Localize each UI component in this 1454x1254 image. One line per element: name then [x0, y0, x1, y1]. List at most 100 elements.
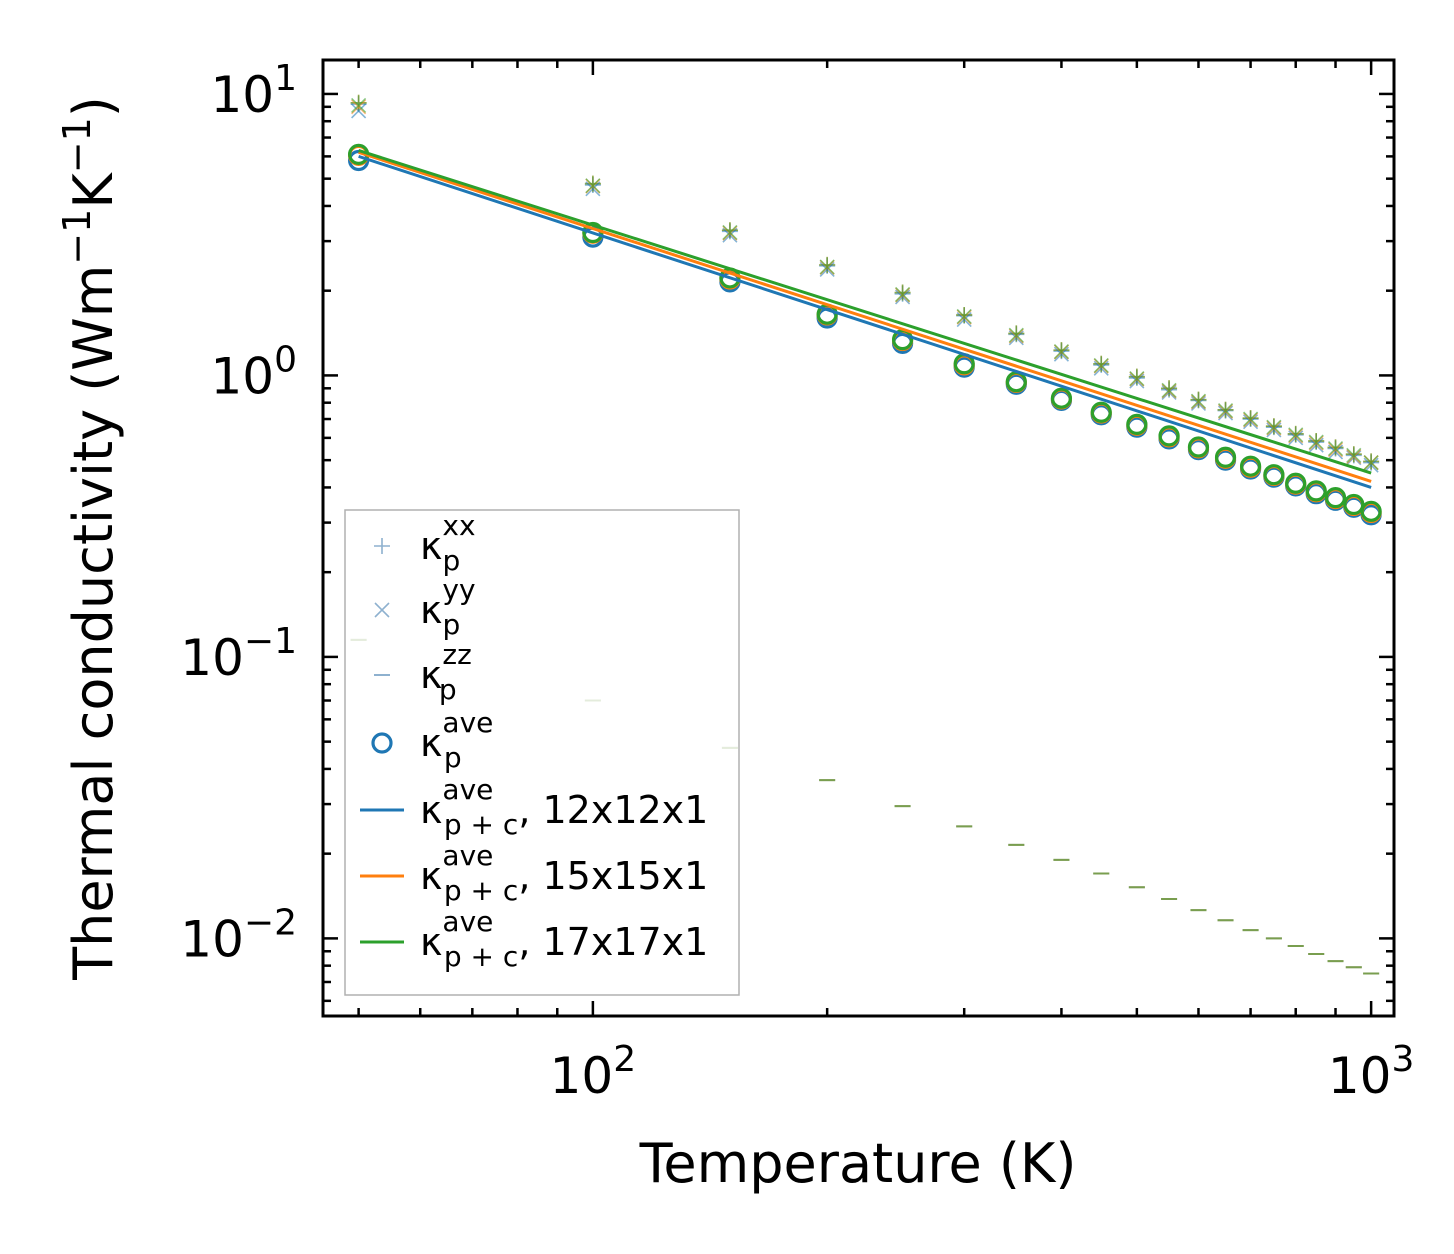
point-kyy: [351, 103, 367, 119]
point-kxx: [1053, 342, 1070, 359]
point-kyy: [351, 97, 367, 114]
point-kyy: [1346, 447, 1362, 463]
point-kyy: [1129, 370, 1145, 387]
x-tick-label: 103: [1328, 1039, 1415, 1105]
tick-labels: 102 103 101 100 10−1 10−2: [180, 58, 1414, 1105]
point-kave: [1305, 480, 1327, 502]
point-kyy: [351, 99, 367, 115]
y-tick-label: 10−2: [180, 902, 297, 968]
point-kyy: [819, 259, 835, 275]
point-kyy: [1266, 419, 1282, 435]
y-axis-label-mid: K: [62, 172, 125, 209]
point-kyy: [1093, 360, 1109, 376]
point-kave: [1263, 464, 1285, 486]
point-kyy: [956, 308, 972, 325]
series-kpc_17: [358, 148, 1372, 475]
legend-label: κxx p: [420, 509, 476, 577]
point-kyy: [1093, 357, 1109, 374]
point-kave: [1239, 455, 1262, 477]
legend-entry: κave p: [371, 706, 493, 774]
series-kpc_15: [358, 150, 1372, 483]
legend-label: κyy p: [420, 573, 476, 641]
point-kyy: [1008, 330, 1024, 346]
point-kyy: [1190, 395, 1207, 412]
point-kyy: [1308, 434, 1324, 450]
y-tick-label: 10−1: [180, 621, 297, 687]
series-kpc_12: [358, 154, 1372, 489]
point-kyy: [1053, 346, 1070, 362]
legend-entry: κave p + c, 17x17x1: [360, 905, 708, 973]
legend-label: κave p + c, 12x12x1: [420, 773, 708, 841]
legend-marker-swatch: [371, 732, 393, 754]
legend-label: κave p + c, 15x15x1: [420, 839, 708, 907]
legend-label: κave p + c, 17x17x1: [420, 905, 708, 973]
point-kxx: [1008, 325, 1025, 342]
point-kyy: [585, 178, 601, 194]
point-kyy: [722, 227, 738, 243]
y-axis-label-close: ): [62, 96, 125, 117]
x-tick-label: 102: [550, 1039, 637, 1105]
legend-entry: κzz p: [374, 638, 472, 706]
point-kyy: [1129, 373, 1145, 389]
legend-label: κave p: [420, 706, 493, 774]
y-tick-label: 100: [210, 339, 297, 405]
series-kave: [348, 143, 1382, 526]
y-axis-label-exp2: −1: [55, 117, 99, 173]
point-kyy: [1161, 382, 1177, 398]
legend-entry: κxx p: [374, 509, 476, 577]
plot-frame: [321, 58, 1396, 1018]
point-kyy: [895, 286, 911, 302]
legend-entry: κave p + c, 12x12x1: [360, 773, 708, 841]
point-kxx: [894, 284, 911, 301]
point-kyy: [1327, 444, 1344, 460]
point-kave: [1324, 487, 1347, 509]
point-kyy: [956, 311, 972, 328]
legend-box: [344, 509, 740, 996]
point-kave: [1214, 446, 1237, 468]
point-kyy: [1243, 411, 1259, 427]
legend-entry: κave p + c, 15x15x1: [360, 839, 708, 907]
point-kxx: [1128, 368, 1145, 385]
point-kxx: [1161, 380, 1178, 397]
y-tick-label: 101: [210, 58, 297, 124]
y-axis-label-exp1: −1: [55, 209, 99, 265]
point-kyy: [1288, 430, 1304, 446]
point-kyy: [1346, 450, 1362, 466]
fit-line-kpc_12: [358, 154, 1372, 489]
legend-entry: κyy p: [374, 573, 476, 641]
point-kyy: [1217, 405, 1234, 421]
point-kyy: [1243, 414, 1259, 430]
point-kyy: [585, 181, 601, 197]
point-kyy: [895, 289, 911, 305]
point-kyy: [1346, 448, 1362, 465]
legend-marker-swatch: [374, 538, 390, 554]
y-axis-label-text: Thermal conductivity (Wm: [62, 265, 125, 981]
point-kyy: [1363, 455, 1379, 471]
point-kyy: [1327, 440, 1344, 457]
point-kxx: [1363, 453, 1380, 470]
point-kave: [1343, 493, 1365, 516]
point-kxx: [1190, 391, 1207, 408]
point-kave: [1187, 436, 1210, 458]
point-kyy: [1008, 327, 1024, 343]
point-kyy: [819, 261, 835, 277]
point-kyy: [1266, 422, 1282, 438]
point-kave: [1285, 472, 1307, 494]
point-kyy: [1053, 344, 1070, 360]
point-kave: [1158, 425, 1180, 447]
point-kyy: [1217, 403, 1234, 419]
point-kave: [1360, 500, 1382, 522]
point-kave: [1050, 387, 1073, 409]
point-kyy: [1363, 457, 1379, 473]
y-axis-label: Thermal conductivity (Wm−1K−1): [55, 96, 125, 981]
point-kyy: [1190, 393, 1207, 409]
fit-line-kpc_15: [358, 150, 1372, 483]
series-kyy: [351, 97, 1379, 473]
legend-label: κzz p: [420, 638, 472, 706]
plot-data: [348, 94, 1382, 975]
point-kave: [1090, 401, 1112, 423]
point-kxx: [350, 94, 367, 111]
point-kyy: [1308, 437, 1324, 453]
